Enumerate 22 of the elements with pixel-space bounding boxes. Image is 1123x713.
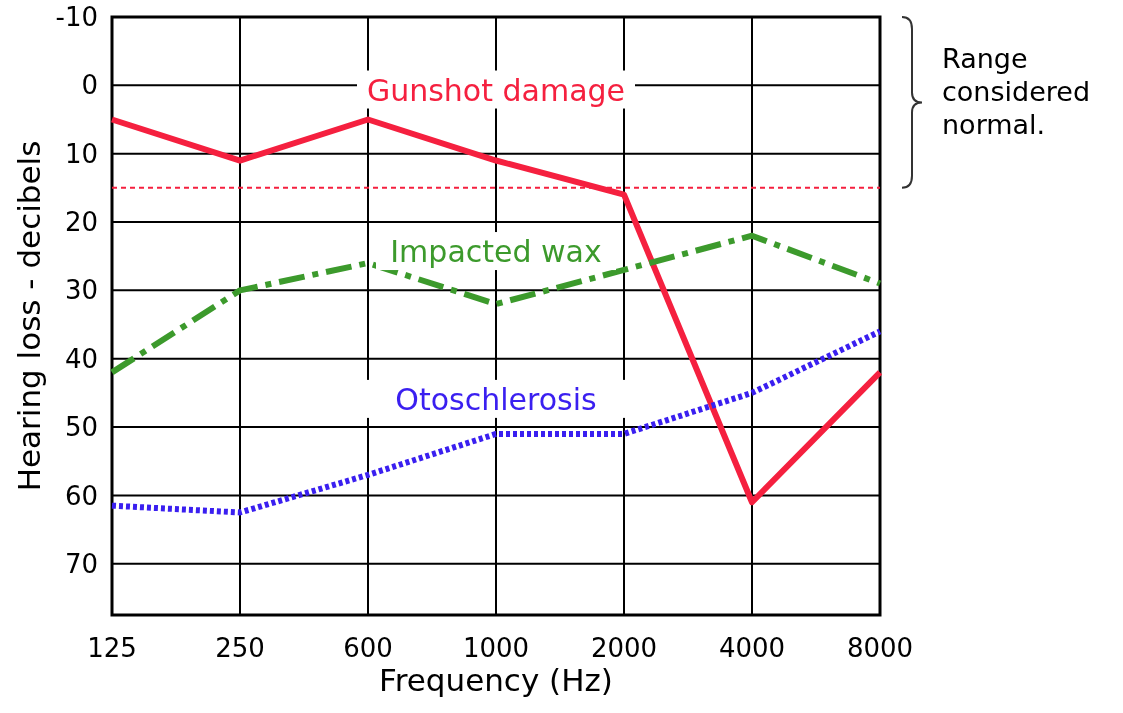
y-tick-label: -10	[55, 2, 98, 33]
y-tick-label: 0	[81, 70, 98, 101]
y-tick-label: 20	[64, 207, 98, 238]
x-tick-label: 1000	[462, 633, 530, 663]
y-tick-label: 40	[64, 343, 98, 374]
x-tick-label: 2000	[590, 633, 658, 663]
y-tick-label: 70	[64, 548, 98, 579]
x-tick-label: 125	[87, 633, 137, 663]
y-tick-label: 30	[64, 275, 98, 306]
x-axis-title: Frequency (Hz)	[379, 662, 613, 698]
x-tick-label: 8000	[846, 633, 914, 663]
series-label: Otoschlerosis	[395, 381, 597, 417]
x-tick-label: 4000	[718, 633, 786, 663]
y-tick-label: 10	[64, 138, 98, 169]
text: Range considered normal.	[942, 43, 1091, 141]
y-tick-label: 50	[64, 412, 98, 443]
y-tick-label: 60	[64, 480, 98, 511]
x-tick-label: 250	[215, 633, 265, 663]
x-tick-label: 600	[343, 633, 393, 663]
series-label: Gunshot damage	[366, 72, 626, 108]
y-axis-title: Hearing loss - decibels	[11, 140, 47, 492]
series-label: Impacted wax	[390, 234, 602, 270]
